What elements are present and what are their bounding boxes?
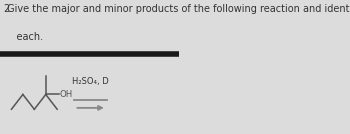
Text: each.: each.	[4, 32, 43, 42]
Text: OH: OH	[60, 90, 73, 99]
Text: H₂SO₄, D: H₂SO₄, D	[72, 77, 109, 86]
Text: Give the major and minor products of the following reaction and identify each an: Give the major and minor products of the…	[4, 4, 350, 14]
Text: 2.: 2.	[4, 4, 13, 14]
